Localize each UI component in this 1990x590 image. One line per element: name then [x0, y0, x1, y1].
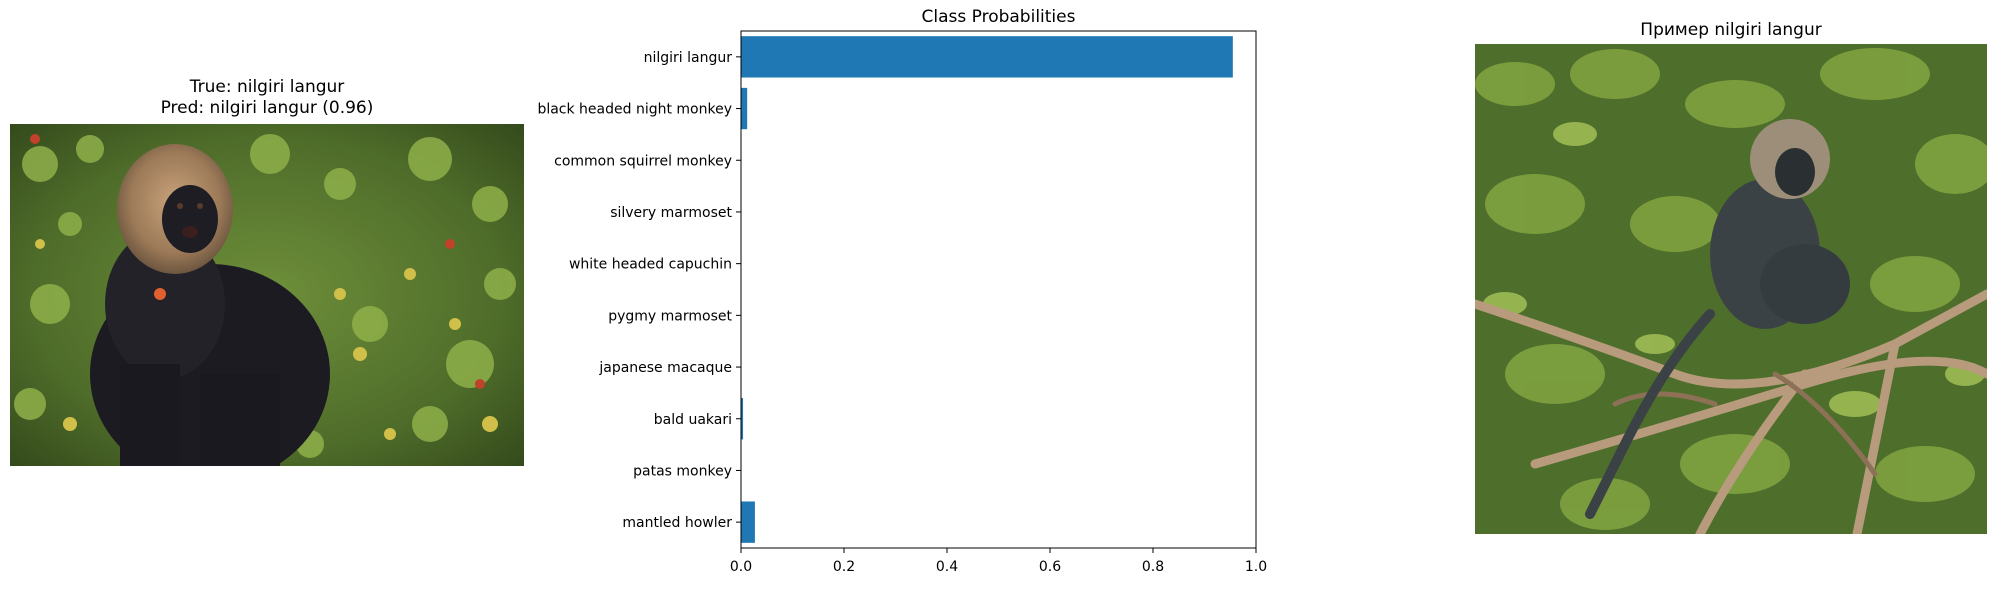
y-tick-label: patas monkey — [633, 463, 732, 479]
y-tick-label: japanese macaque — [598, 360, 732, 376]
y-tick-label: nilgiri langur — [644, 50, 733, 66]
y-tick-label: pygmy marmoset — [608, 308, 732, 324]
x-ticks: 0.0 0.2 0.4 0.6 0.8 1.0 — [730, 548, 1267, 575]
right-monkey-photo — [1475, 44, 1987, 546]
bar-bald-uakari — [741, 398, 744, 440]
left-monkey-photo — [10, 124, 524, 466]
y-tick-label: mantled howler — [622, 515, 732, 531]
y-tick-label: silvery marmoset — [610, 205, 732, 221]
x-tick-label: 0.6 — [1039, 559, 1061, 575]
bar-black-headed-night-monkey — [741, 87, 748, 130]
x-tick-label: 0.2 — [833, 559, 855, 575]
left-panel-title-line1: True: nilgiri langur — [189, 77, 345, 97]
y-tick-label: bald uakari — [654, 412, 732, 428]
monkey-photo-icon — [1475, 44, 1987, 546]
y-tick-labels: nilgiri langur black headed night monkey c… — [537, 50, 741, 531]
x-tick-label: 0.4 — [936, 559, 958, 575]
y-tick-label: black headed night monkey — [537, 102, 732, 118]
y-tick-label: white headed capuchin — [569, 257, 732, 273]
x-tick-label: 0.8 — [1142, 559, 1164, 575]
right-panel-title: Пример nilgiri langur — [1640, 20, 1822, 40]
chart-title: Class Probabilities — [922, 7, 1076, 27]
bar-mantled-howler — [741, 501, 755, 543]
bar-nilgiri-langur — [741, 36, 1233, 78]
monkey-photo-icon — [10, 124, 524, 466]
left-panel-title-line2: Pred: nilgiri langur (0.96) — [160, 98, 374, 118]
x-tick-label: 1.0 — [1245, 559, 1267, 575]
axes-frame — [740, 30, 1257, 549]
y-tick-label: common squirrel monkey — [554, 153, 732, 169]
x-tick-label: 0.0 — [730, 559, 752, 575]
bars-group — [741, 36, 1233, 543]
